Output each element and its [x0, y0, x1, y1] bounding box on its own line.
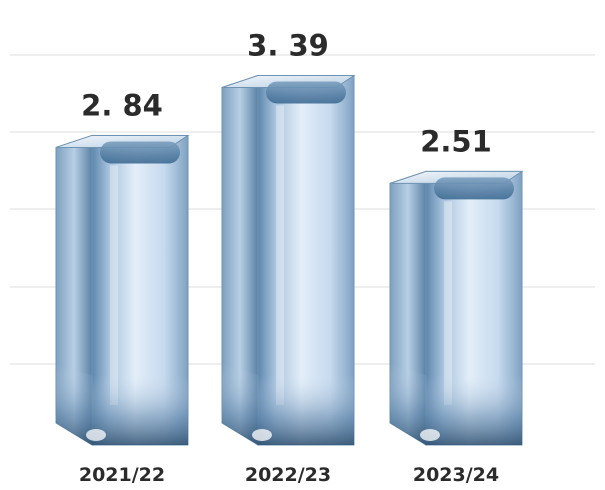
- bar-1: [55, 134, 190, 446]
- category-label-1: 2021/22: [79, 464, 165, 486]
- bar-cap: [266, 81, 346, 104]
- bar-bottom-reflection: [92, 375, 188, 445]
- bar-bottom-reflection: [258, 375, 354, 445]
- category-label-2: 2022/23: [245, 464, 331, 486]
- bar-side-reflection: [222, 365, 258, 445]
- bar-cap: [100, 141, 180, 164]
- value-label-3: 2.51: [420, 124, 492, 158]
- bar-side-reflection: [390, 365, 426, 445]
- bar-bottom-reflection: [426, 375, 522, 445]
- bar-highlight: [444, 201, 452, 405]
- bar-glint: [252, 429, 272, 441]
- bar-glint: [420, 429, 440, 441]
- bar-highlight: [110, 165, 118, 405]
- bar-2: [221, 74, 356, 446]
- labels-layer: 2. 84 2021/22 3. 39 2022/23 2.51 2023/24: [79, 28, 499, 486]
- category-label-3: 2023/24: [413, 464, 499, 486]
- bar-cap: [434, 177, 514, 200]
- bar-side-reflection: [56, 365, 92, 445]
- bar-3: [389, 170, 524, 446]
- bars-layer: [55, 74, 524, 446]
- bar-highlight: [276, 105, 284, 406]
- bar-glint: [86, 429, 106, 441]
- value-label-2: 3. 39: [247, 28, 329, 62]
- value-label-1: 2. 84: [81, 88, 163, 122]
